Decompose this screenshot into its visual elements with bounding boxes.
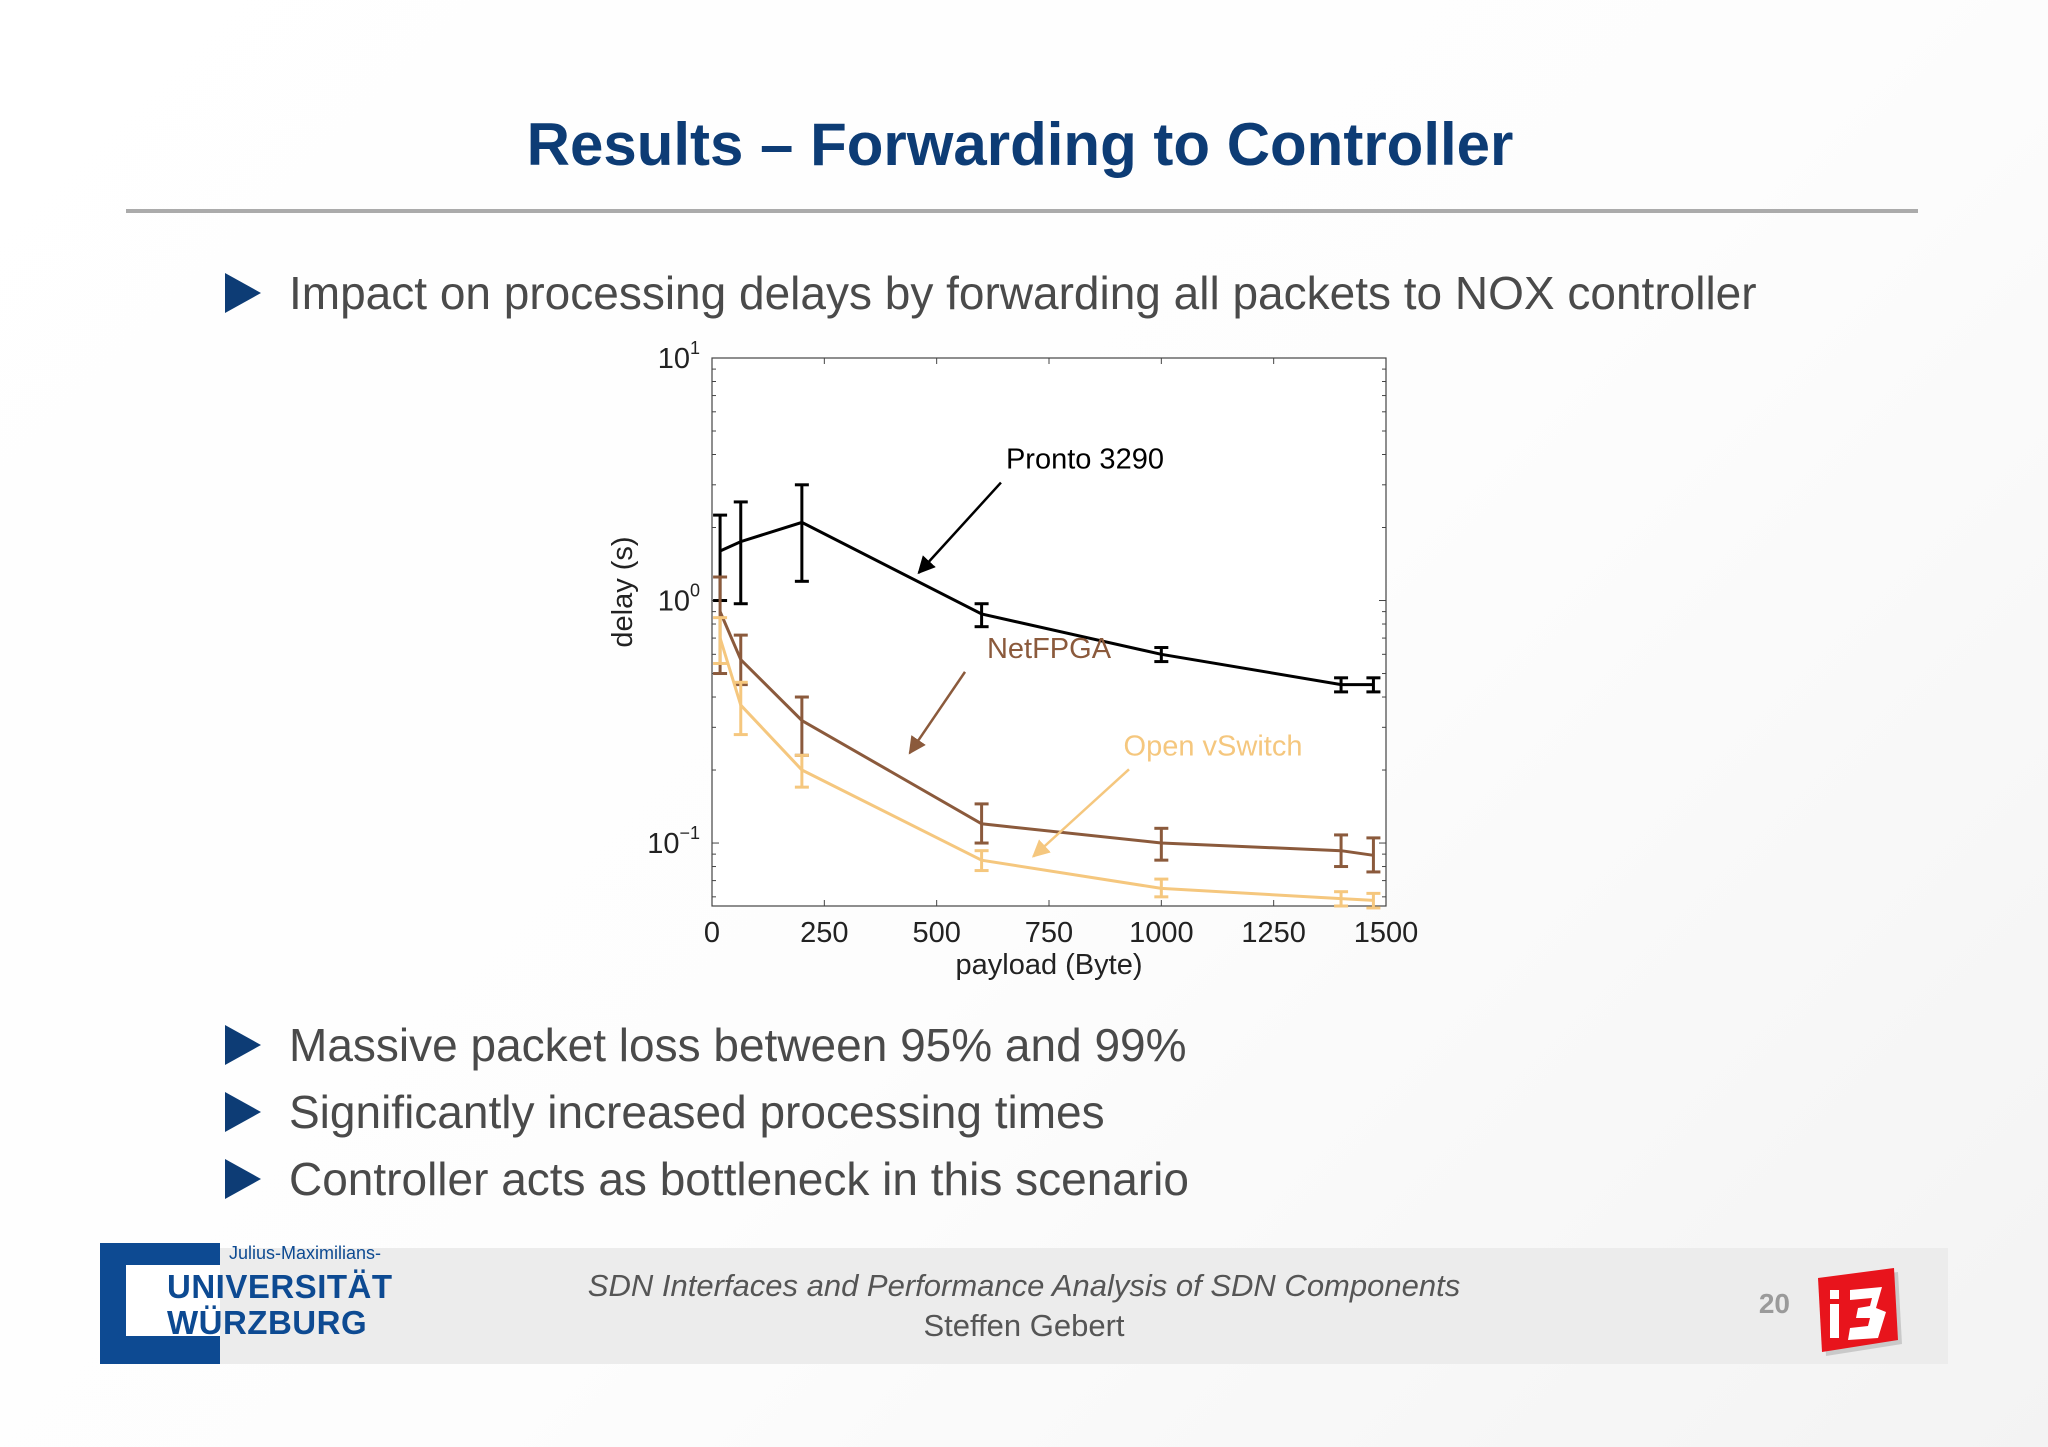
- footer-course-title: SDN Interfaces and Performance Analysis …: [587, 1268, 1461, 1303]
- bullet-triangle-icon: [225, 1092, 261, 1132]
- bullet-text: Impact on processing delays by forwardin…: [289, 267, 1757, 319]
- y-tick-label: 100: [658, 581, 700, 618]
- y-tick-exponent: 0: [690, 581, 700, 601]
- university-logo-line2: WÜRZBURG: [167, 1304, 368, 1341]
- y-tick-exponent: −1: [679, 823, 700, 843]
- x-tick-label: 1250: [1241, 917, 1306, 949]
- series-annotation-label: Pronto 3290: [1006, 444, 1164, 476]
- x-tick-label: 0: [704, 917, 720, 949]
- y-tick-base: 10: [647, 828, 679, 860]
- plot-area: [711, 357, 1387, 907]
- y-tick-exponent: 1: [690, 338, 700, 358]
- bullet-triangle-icon: [225, 273, 261, 313]
- y-tick-label: 10−1: [647, 823, 700, 860]
- bullet-text: Significantly increased processing times: [289, 1086, 1105, 1138]
- title-divider: [126, 209, 1918, 213]
- x-tick-label: 500: [912, 917, 960, 949]
- university-logo-line1: UNIVERSITÄT: [167, 1268, 393, 1305]
- series-annotation-label: NetFPGA: [987, 633, 1112, 665]
- x-tick-label: 1000: [1129, 917, 1194, 949]
- bullet-text: Massive packet loss between 95% and 99%: [289, 1019, 1187, 1071]
- annotation-arrow: [1031, 768, 1130, 858]
- bullet-triangle-icon: [225, 1159, 261, 1199]
- i3-logo-icon: [1818, 1268, 1902, 1356]
- y-tick-base: 10: [658, 586, 690, 618]
- bullet-text: Controller acts as bottleneck in this sc…: [289, 1153, 1189, 1205]
- footer-band: [100, 1248, 1948, 1364]
- y-tick-base: 10: [658, 343, 690, 375]
- x-tick-label: 750: [1025, 917, 1073, 949]
- annotation-arrow: [917, 481, 1002, 575]
- page-number: 20: [1758, 1288, 1790, 1319]
- x-tick-label: 250: [800, 917, 848, 949]
- footer-author: Steffen Gebert: [923, 1308, 1125, 1343]
- y-axis-label: delay (s): [607, 536, 639, 647]
- university-logo-small-text: Julius-Maximilians-: [229, 1243, 382, 1263]
- x-axis-label: payload (Byte): [956, 949, 1143, 981]
- x-tick-label: 1500: [1354, 917, 1419, 949]
- y-tick-label: 101: [658, 338, 700, 375]
- annotation-arrow: [908, 671, 967, 755]
- slide-title: Results – Forwarding to Controller: [526, 111, 1514, 178]
- university-logo-mark-inner: [126, 1265, 220, 1336]
- series-annotation-label: Open vSwitch: [1124, 730, 1303, 762]
- delay-chart: 0 250 500 750 1000 1250 150010−1100101payload …: [607, 338, 1419, 981]
- bullet-triangle-icon: [225, 1025, 261, 1065]
